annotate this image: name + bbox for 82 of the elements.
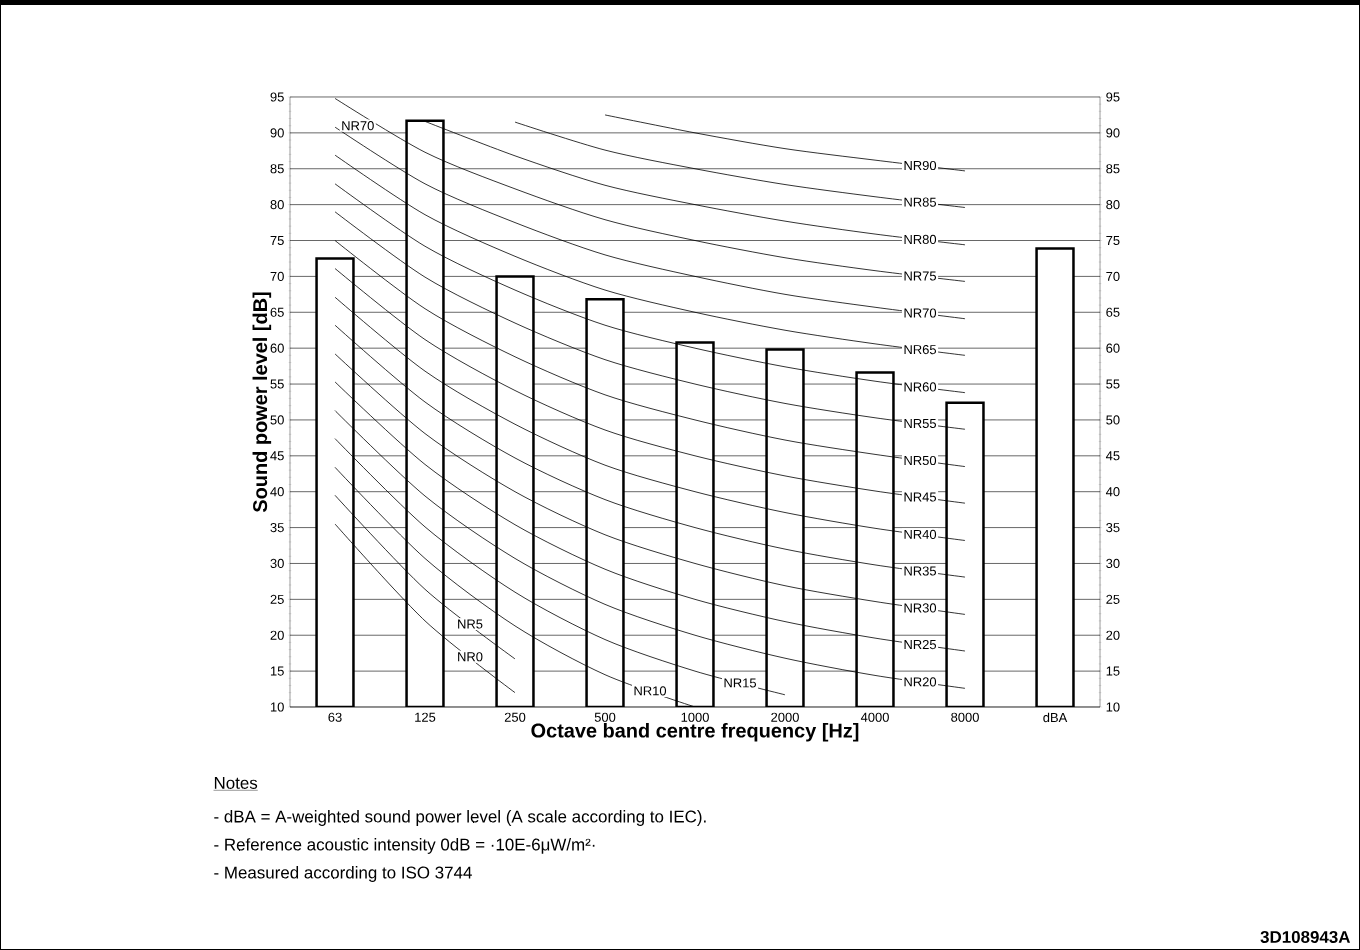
y-tick-label: 35 <box>270 522 284 533</box>
text: Notes <box>214 777 258 789</box>
series-label: NR10 <box>634 686 667 696</box>
line-series <box>604 114 966 172</box>
series-label: NR75 <box>904 271 937 281</box>
y-tick-label: 90 <box>270 128 284 138</box>
series-label: NR80 <box>904 234 937 245</box>
text: - Measured according to ISO 3744 <box>214 866 472 882</box>
series-label: NR90 <box>904 160 937 171</box>
line-series <box>334 324 966 578</box>
series-label: NR50 <box>904 455 937 466</box>
line-series <box>334 353 966 615</box>
line-series <box>334 268 966 504</box>
y2-tick-label: 40 <box>1105 487 1120 497</box>
series-label: NR5 <box>458 619 483 629</box>
y2-tick-label: 70 <box>1106 271 1120 281</box>
y2-tick-label: 10 <box>1106 702 1120 712</box>
line-series <box>334 438 786 696</box>
x-tick-label: 1000 <box>681 712 709 722</box>
y-tick-label: 75 <box>270 236 284 246</box>
series-label: NR45 <box>904 492 937 502</box>
y-tick-label: 60 <box>270 343 284 353</box>
y2-tick-label: 35 <box>1106 522 1120 533</box>
y-tick-label: 10 <box>270 702 284 712</box>
y-tick-label: 20 <box>270 630 284 640</box>
y-tick-label: 50 <box>270 415 284 425</box>
y-tick-label: 70 <box>270 271 284 281</box>
y-tick-label: 40 <box>270 487 284 497</box>
annotation: NR70 <box>342 121 374 131</box>
y2-tick-label: 95 <box>1106 92 1120 102</box>
y-tick-label: 15 <box>270 666 284 676</box>
x-tick-label: 2000 <box>771 712 799 722</box>
series-label: NR85 <box>904 197 937 207</box>
y2-tick-label: 75 <box>1106 236 1120 246</box>
y2-tick-label: 25 <box>1106 594 1120 604</box>
line-series <box>334 296 966 541</box>
y2-tick-label: 80 <box>1106 200 1120 210</box>
text: - dBA = A-weighted sound power level (A scale according to IEC). <box>214 810 706 826</box>
y-tick-label: 55 <box>270 379 284 389</box>
x-tick-label: 500 <box>594 712 616 722</box>
line-series <box>334 381 966 652</box>
y2-tick-label: 55 <box>1106 379 1120 389</box>
series-label: NR20 <box>904 677 937 687</box>
series-label: NR55 <box>904 419 937 429</box>
y-tick-label: 80 <box>270 200 284 210</box>
y2-tick-label: 20 <box>1106 630 1120 640</box>
x-axis-title: Octave band centre frequency [Hz] <box>531 722 859 742</box>
series-label: NR25 <box>904 639 937 650</box>
text: 3D108943A <box>1260 930 1351 944</box>
y2-tick-label: 60 <box>1106 343 1120 353</box>
y-tick-label: 85 <box>270 164 284 174</box>
series-label: NR70 <box>904 308 937 318</box>
x-tick-label: dBA <box>1043 712 1068 723</box>
y-tick-label: 45 <box>270 451 284 461</box>
series-label: NR40 <box>904 529 937 539</box>
line-series <box>514 121 966 208</box>
series-label: NR30 <box>904 603 937 613</box>
y2-tick-label: 85 <box>1106 164 1120 174</box>
line-series <box>334 154 966 356</box>
x-tick-label: 4000 <box>860 712 889 722</box>
series-label: NR35 <box>904 566 937 576</box>
y-tick-label: 30 <box>270 558 284 569</box>
y2-tick-label: 15 <box>1106 666 1120 676</box>
series-label: NR15 <box>724 678 757 688</box>
y-tick-label: 95 <box>270 92 284 102</box>
y2-tick-label: 90 <box>1106 128 1120 138</box>
text: - Reference acoustic intensity 0dB = ·10E-6μW/m²· <box>214 838 595 854</box>
y2-tick-label: 65 <box>1106 307 1120 317</box>
x-tick-label: 63 <box>328 712 342 722</box>
line-series <box>334 183 966 394</box>
x-tick-label: 125 <box>415 712 436 722</box>
y-tick-label: 65 <box>270 307 284 317</box>
series-label: NR65 <box>904 345 937 355</box>
x-tick-label: 8000 <box>951 712 979 722</box>
series-label: NR0 <box>458 652 483 662</box>
line-series <box>334 211 966 430</box>
x-tick-label: 250 <box>504 712 526 722</box>
y2-tick-label: 45 <box>1105 451 1120 461</box>
y-tick-label: 25 <box>270 594 284 604</box>
y2-tick-label: 50 <box>1106 415 1120 425</box>
series-label: NR60 <box>904 382 937 392</box>
y2-tick-label: 30 <box>1106 558 1120 569</box>
